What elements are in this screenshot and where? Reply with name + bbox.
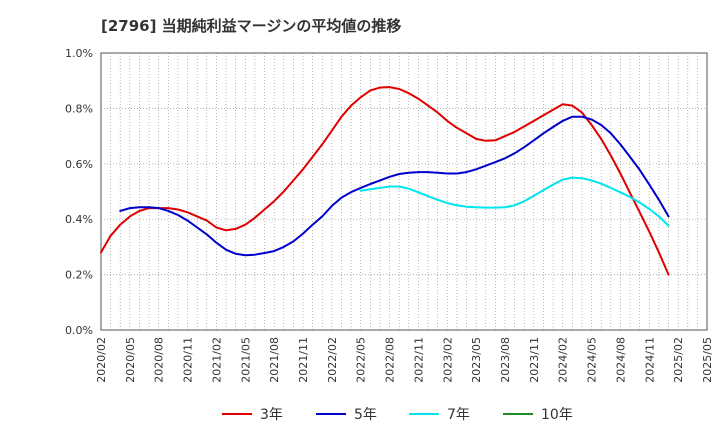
x-tick-label: 2025/05 bbox=[701, 337, 714, 383]
x-tick-label: 2020/11 bbox=[182, 337, 195, 383]
x-tick-label: 2022/11 bbox=[412, 337, 425, 383]
x-tick-label: 2022/08 bbox=[384, 337, 397, 383]
x-tick-label: 2025/02 bbox=[672, 337, 685, 383]
y-tick-label: 0.6% bbox=[65, 158, 93, 171]
y-tick-label: 1.0% bbox=[65, 47, 93, 60]
y-tick-label: 0.4% bbox=[65, 213, 93, 226]
series-lines bbox=[100, 86, 670, 276]
y-tick-label: 0.2% bbox=[65, 269, 93, 282]
x-tick-label: 2023/11 bbox=[528, 337, 541, 383]
x-tick-label: 2020/08 bbox=[153, 337, 166, 383]
legend-label: 10年 bbox=[541, 407, 573, 423]
legend: 3年 5年 7年 10年 bbox=[222, 407, 573, 423]
x-tick-label: 2021/11 bbox=[297, 337, 310, 383]
y-axis: 0.0% 0.2% 0.4% 0.6% 0.8% 1.0% bbox=[65, 47, 93, 337]
x-tick-label: 2024/05 bbox=[586, 337, 599, 383]
x-axis: 2020/02 2020/05 2020/08 2020/11 2021/02 2021/… bbox=[95, 337, 714, 383]
y-tick-label: 0.8% bbox=[65, 102, 93, 115]
x-tick-label: 2022/05 bbox=[355, 337, 368, 383]
x-tick-label: 2020/02 bbox=[95, 337, 108, 383]
x-tick-label: 2021/05 bbox=[239, 337, 252, 383]
plot-frame bbox=[100, 52, 708, 331]
x-tick-label: 2024/02 bbox=[557, 337, 570, 383]
series-line bbox=[100, 86, 670, 276]
x-tick-label: 2020/05 bbox=[124, 337, 137, 383]
x-tick-label: 2022/02 bbox=[326, 337, 339, 383]
legend-label: 3年 bbox=[260, 407, 283, 423]
x-tick-label: 2021/08 bbox=[268, 337, 281, 383]
legend-label: 7年 bbox=[447, 407, 470, 423]
x-tick-label: 2023/08 bbox=[499, 337, 512, 383]
x-tick-label: 2024/08 bbox=[614, 337, 627, 383]
x-tick-label: 2021/02 bbox=[210, 337, 223, 383]
grid bbox=[101, 53, 707, 330]
x-tick-label: 2023/02 bbox=[441, 337, 454, 383]
series-line bbox=[359, 176, 670, 227]
y-tick-label: 0.0% bbox=[65, 324, 93, 337]
x-tick-label: 2024/11 bbox=[643, 337, 656, 383]
x-tick-label: 2023/05 bbox=[470, 337, 483, 383]
chart-title: [2796] 当期純利益マージンの平均値の推移 bbox=[101, 17, 401, 35]
legend-label: 5年 bbox=[354, 407, 377, 423]
series-line bbox=[119, 115, 670, 257]
